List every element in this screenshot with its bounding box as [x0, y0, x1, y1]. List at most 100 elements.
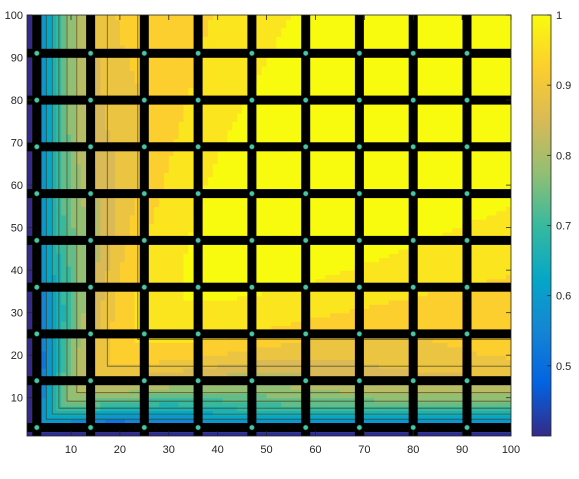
heatmap-cell: [51, 291, 57, 297]
heatmap-cell: [129, 129, 136, 135]
heatmap-cell: [105, 214, 111, 220]
heatmap-cell: [129, 66, 136, 71]
heatmap-cell: [168, 185, 175, 190]
heatmap-cell: [46, 346, 53, 352]
heatmap-cell: [115, 257, 121, 263]
heatmap-cell: [261, 325, 268, 331]
heatmap-cell: [227, 23, 233, 29]
heatmap-cell: [222, 359, 229, 365]
heatmap-cell: [110, 219, 116, 224]
heatmap-cell: [41, 108, 48, 114]
heatmap-cell: [178, 231, 185, 237]
heatmap-cell: [149, 27, 155, 33]
heatmap-cell: [217, 393, 224, 399]
heatmap-cell: [261, 355, 268, 361]
heatmap-cell: [129, 410, 136, 416]
heatmap-cell: [207, 36, 214, 42]
heatmap-cell: [217, 27, 224, 33]
heatmap-cell: [27, 57, 33, 63]
heatmap-cell: [41, 180, 48, 186]
heatmap-cell: [188, 159, 194, 165]
heatmap-cell: [188, 36, 194, 42]
heatmap-cell: [119, 134, 126, 139]
heatmap-cell: [154, 27, 160, 33]
heatmap-cell: [237, 163, 243, 169]
heatmap-cell: [80, 223, 87, 229]
heatmap-cell: [271, 431, 277, 436]
heatmap-cell: [212, 163, 219, 169]
heatmap-cell: [41, 261, 48, 267]
heatmap-cell: [71, 299, 77, 305]
heatmap-cell: [27, 197, 33, 203]
heatmap-cell: [227, 91, 233, 97]
heatmap-cell: [51, 244, 57, 250]
heatmap-cell: [46, 223, 53, 229]
heatmap-cell: [188, 418, 194, 424]
heatmap-cell: [183, 244, 189, 250]
heatmap-cell: [149, 299, 155, 305]
heatmap-cell: [207, 61, 214, 67]
heatmap-cell: [51, 134, 57, 139]
heatmap-cell: [100, 57, 106, 63]
heatmap-cell: [95, 355, 101, 361]
heatmap-cell: [51, 23, 57, 29]
heatmap-cell: [203, 265, 209, 271]
heatmap-cell: [173, 36, 180, 42]
heatmap-cell: [242, 274, 248, 280]
heatmap-cell: [80, 291, 87, 297]
heatmap-cell: [207, 214, 214, 220]
heatmap-cell: [95, 44, 101, 50]
heatmap-cell: [129, 321, 136, 327]
heatmap-cell: [110, 44, 116, 50]
heatmap-cell: [149, 70, 155, 76]
heatmap-cell: [154, 19, 160, 25]
heatmap-cell: [163, 265, 170, 271]
heatmap-cell: [261, 299, 268, 305]
heatmap-cell: [51, 202, 57, 207]
heatmap-cell: [203, 278, 209, 284]
heatmap-cell: [134, 57, 141, 63]
heatmap-cell: [271, 410, 277, 416]
heatmap-cell: [100, 261, 106, 267]
heatmap-cell: [212, 19, 219, 25]
heatmap-cell: [154, 261, 160, 267]
heatmap-cell: [261, 389, 268, 395]
heatmap-cell: [71, 291, 77, 297]
heatmap-cell: [46, 295, 53, 301]
heatmap-cell: [261, 168, 268, 173]
heatmap-cell: [188, 244, 194, 250]
heatmap-cell: [212, 44, 219, 50]
heatmap-cell: [271, 308, 277, 314]
heatmap-cell: [222, 338, 229, 344]
heatmap-cell: [27, 257, 33, 263]
heatmap-cell: [183, 121, 189, 127]
heatmap-cell: [51, 197, 57, 203]
heatmap-cell: [115, 151, 121, 156]
heatmap-cell: [46, 261, 53, 267]
heatmap-cell: [129, 214, 136, 220]
heatmap-cell: [71, 19, 77, 25]
heatmap-cell: [266, 176, 273, 182]
heatmap-cell: [227, 321, 233, 327]
heatmap-cell: [95, 253, 101, 258]
heatmap-cell: [61, 129, 67, 135]
heatmap-cell: [261, 27, 268, 33]
heatmap-cell: [168, 257, 175, 263]
heatmap-cell: [207, 291, 214, 297]
heatmap-cell: [168, 304, 175, 310]
heatmap-cell: [242, 15, 248, 20]
heatmap-cell: [207, 44, 214, 50]
heatmap-cell: [124, 372, 131, 378]
heatmap-cell: [66, 227, 72, 233]
heatmap-cell: [159, 61, 165, 67]
heatmap-cell: [242, 202, 248, 207]
heatmap-cell: [188, 138, 194, 144]
heatmap-cell: [71, 367, 77, 373]
heatmap-cell: [266, 155, 273, 161]
heatmap-cell: [256, 91, 263, 97]
heatmap-cell: [75, 342, 82, 348]
heatmap-cell: [256, 57, 263, 63]
heatmap-cell: [242, 338, 248, 344]
heatmap-cell: [61, 23, 67, 29]
heatmap-cell: [149, 91, 155, 97]
